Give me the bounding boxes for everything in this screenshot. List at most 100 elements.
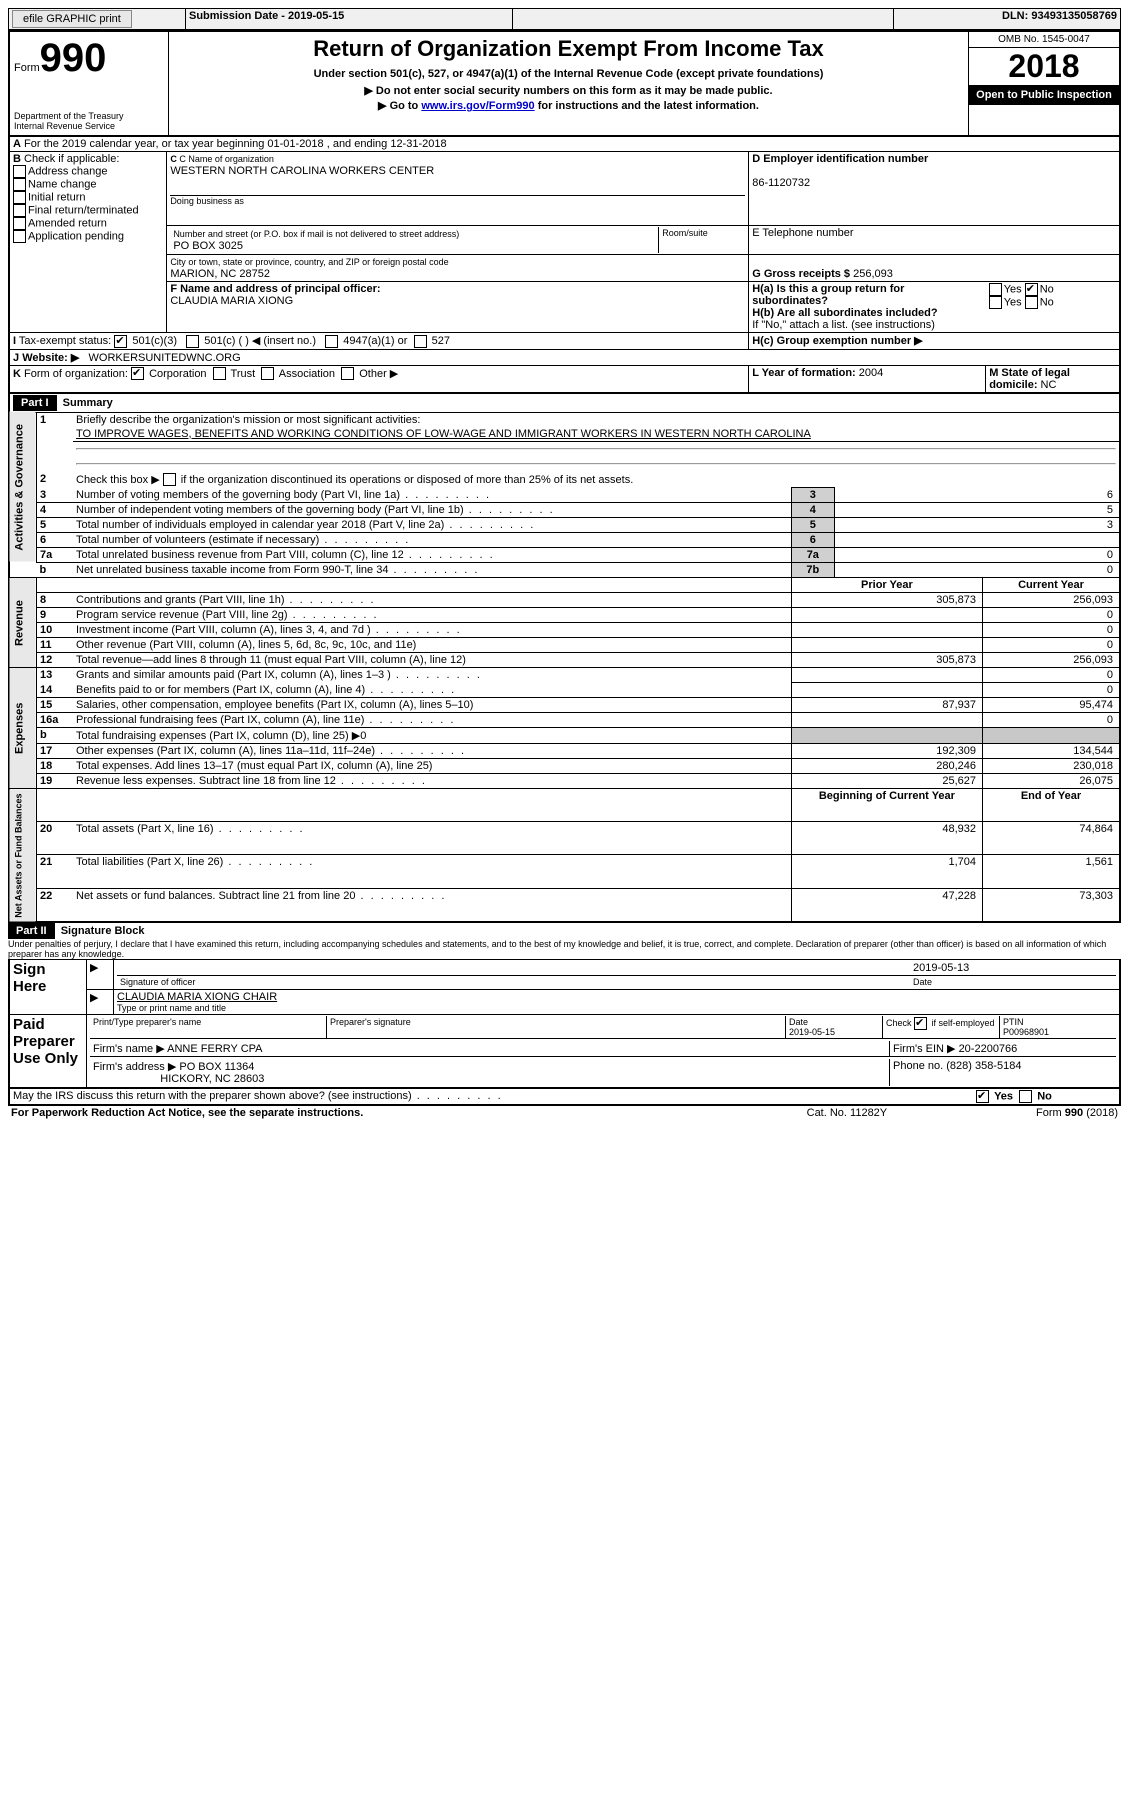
col-current-year: Current Year <box>1018 579 1084 591</box>
group-net-assets: Net Assets or Fund Balances <box>9 789 37 923</box>
line2-text: if the organization discontinued its ope… <box>178 474 634 486</box>
form-label: Form <box>14 62 40 74</box>
irs-link[interactable]: www.irs.gov/Form990 <box>421 100 534 112</box>
website-value: WORKERSUNITEDWNC.ORG <box>89 352 241 364</box>
ha-yes[interactable] <box>989 283 1002 296</box>
part2-title: Signature Block <box>61 925 145 937</box>
ein-value: 86-1120732 <box>752 177 810 189</box>
org-name: WESTERN NORTH CAROLINA WORKERS CENTER <box>170 165 434 177</box>
firm-ein-label: Firm's EIN ▶ <box>893 1043 959 1055</box>
form-note2-pre: ▶ Go to <box>378 100 421 112</box>
hc-label: H(c) Group exemption number ▶ <box>752 335 922 347</box>
ha-label: H(a) Is this a group return for subordin… <box>752 283 904 307</box>
prep-sig-label: Preparer's signature <box>327 1016 786 1039</box>
form-note2-post: for instructions and the latest informat… <box>538 100 759 112</box>
hb-label: H(b) Are all subordinates included? <box>752 307 937 319</box>
sign-here-label: Sign Here <box>9 960 87 1015</box>
form-subtitle: Under section 501(c), 527, or 4947(a)(1)… <box>314 68 824 80</box>
ein-label: D Employer identification number <box>752 153 928 165</box>
val-7a: 0 <box>834 548 1120 563</box>
discuss-no[interactable] <box>1019 1090 1032 1103</box>
form-footer: Form 990 (2018) <box>937 1106 1121 1120</box>
signature-arrow-icon: ▶ <box>87 990 114 1015</box>
check-applicable-label: Check if applicable: <box>24 153 119 165</box>
part2-header: Part II <box>8 923 55 939</box>
room-suite-label: Room/suite <box>659 227 746 253</box>
addr-label: Number and street (or P.O. box if mail i… <box>173 229 459 239</box>
telephone-label: E Telephone number <box>749 226 1120 255</box>
check-final-return[interactable] <box>13 204 26 217</box>
form-header: Form990 Department of the Treasury Inter… <box>8 30 1121 137</box>
ptin-value: P00968901 <box>1003 1027 1049 1037</box>
addr-value: PO BOX 3025 <box>173 240 243 252</box>
part1-summary: Part I Summary Activities & Governance 1… <box>8 394 1121 924</box>
firm-ein: 20-2200766 <box>959 1043 1018 1055</box>
open-to-public: Open to Public Inspection <box>969 85 1119 105</box>
sig-officer-label: Signature of officer <box>117 976 910 989</box>
tax-period: For the 2019 calendar year, or tax year … <box>24 138 447 150</box>
type-name-label: Type or print name and title <box>117 1003 1116 1013</box>
ha-no[interactable] <box>1025 283 1038 296</box>
hb-no[interactable] <box>1025 296 1038 309</box>
check-address-change[interactable] <box>13 165 26 178</box>
prep-date: 2019-05-15 <box>789 1027 835 1037</box>
top-bar: efile GRAPHIC print Submission Date - 20… <box>8 8 1121 30</box>
check-527[interactable] <box>414 335 427 348</box>
check-application-pending[interactable] <box>13 230 26 243</box>
col-end: End of Year <box>1021 790 1081 802</box>
firm-addr: PO BOX 11364 <box>179 1061 254 1073</box>
tax-exempt-label: Tax-exempt status: <box>19 335 111 347</box>
prep-date-label: Date <box>789 1017 808 1027</box>
gross-receipts-value: 256,093 <box>853 268 893 280</box>
check-501c[interactable] <box>186 335 199 348</box>
gross-receipts-label: G Gross receipts $ <box>752 268 853 280</box>
check-self-employed[interactable] <box>914 1017 927 1030</box>
phone-value: (828) 358-5184 <box>946 1060 1021 1072</box>
phone-label: Phone no. <box>893 1060 946 1072</box>
form-title: Return of Organization Exempt From Incom… <box>173 36 964 62</box>
year-formation: 2004 <box>859 367 883 379</box>
tax-year: 2018 <box>969 48 1119 85</box>
form-number: 990 <box>40 36 107 80</box>
check-discontinued[interactable] <box>163 473 176 486</box>
signature-arrow-icon: ▶ <box>87 960 114 990</box>
website-label: Website: ▶ <box>22 352 79 364</box>
check-501c3[interactable] <box>114 335 127 348</box>
group-expenses: Expenses <box>9 668 37 789</box>
hb-yes[interactable] <box>989 296 1002 309</box>
submission-date: 2019-05-15 <box>288 10 344 22</box>
prep-name-label: Print/Type preparer's name <box>90 1016 327 1039</box>
part1-title: Summary <box>63 397 113 409</box>
officer-label: F Name and address of principal officer: <box>170 283 380 295</box>
discuss-question: May the IRS discuss this return with the… <box>13 1090 503 1102</box>
city-label: City or town, state or province, country… <box>170 257 448 267</box>
firm-addr-label: Firm's address ▶ <box>93 1061 179 1073</box>
firm-name: ANNE FERRY CPA <box>167 1043 262 1055</box>
org-name-label: C C Name of organization <box>170 154 274 164</box>
mission-text: TO IMPROVE WAGES, BENEFITS AND WORKING C… <box>73 427 1120 442</box>
firm-city: HICKORY, NC 28603 <box>160 1073 264 1085</box>
check-association[interactable] <box>261 367 274 380</box>
check-trust[interactable] <box>213 367 226 380</box>
check-initial-return[interactable] <box>13 191 26 204</box>
line1-label: Briefly describe the organization's miss… <box>76 414 420 426</box>
check-amended-return[interactable] <box>13 217 26 230</box>
col-beginning: Beginning of Current Year <box>819 790 955 802</box>
check-4947[interactable] <box>325 335 338 348</box>
val-5: 3 <box>834 518 1120 533</box>
state-domicile-label: M State of legal domicile: <box>989 367 1070 391</box>
sig-date: 2019-05-13 <box>910 961 1116 976</box>
efile-print-button[interactable]: efile GRAPHIC print <box>12 10 132 28</box>
year-formation-label: L Year of formation: <box>752 367 859 379</box>
check-corporation[interactable] <box>131 367 144 380</box>
val-4: 5 <box>834 503 1120 518</box>
dept-treasury: Department of the Treasury <box>14 111 164 121</box>
officer-typed-name: CLAUDIA MARIA XIONG CHAIR <box>117 991 1116 1003</box>
check-name-change[interactable] <box>13 178 26 191</box>
officer-name: CLAUDIA MARIA XIONG <box>170 295 293 307</box>
dba-label: Doing business as <box>170 195 745 206</box>
check-other[interactable] <box>341 367 354 380</box>
form-org-label: Form of organization: <box>24 368 128 380</box>
discuss-yes[interactable] <box>976 1090 989 1103</box>
city-value: MARION, NC 28752 <box>170 268 270 280</box>
